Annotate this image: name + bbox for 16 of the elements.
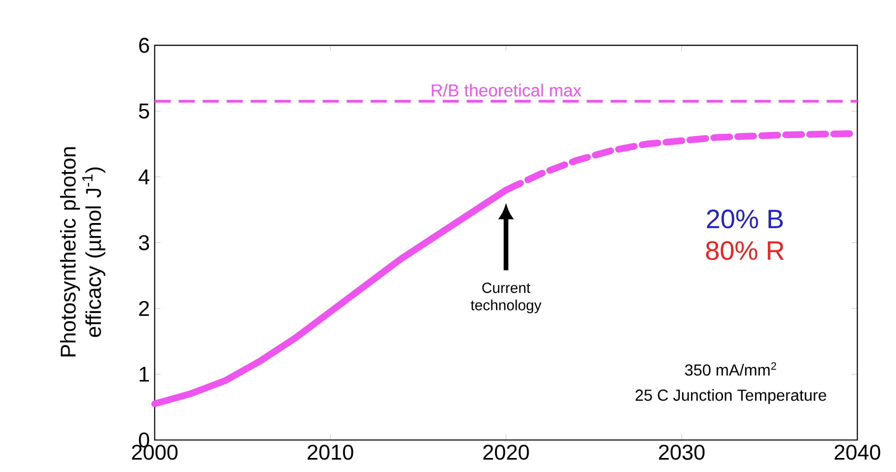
x-tick-label: 2020 <box>483 444 529 460</box>
annotation: Current technology <box>470 282 542 314</box>
annotation: 25 C Junction Temperature <box>636 389 826 404</box>
y-tick-label: 4 <box>138 170 150 184</box>
x-tick-label: 2040 <box>834 444 880 460</box>
y-tick-label: 6 <box>139 38 150 53</box>
y-tick-label: 3 <box>138 235 150 250</box>
annotation: 80% R <box>706 241 784 260</box>
x-tick-label: 2030 <box>659 444 705 460</box>
x-tick-label: 2010 <box>308 444 354 460</box>
y-tick-label: 1 <box>140 366 149 382</box>
y-tick-label: 5 <box>138 104 150 119</box>
annotation: 350 mA/mm$^{2}$ <box>685 362 776 376</box>
annotation: 20% B <box>706 210 783 228</box>
y-tick-label: 2 <box>139 301 149 316</box>
ref-line-label: R/B theoretical max <box>432 84 582 97</box>
